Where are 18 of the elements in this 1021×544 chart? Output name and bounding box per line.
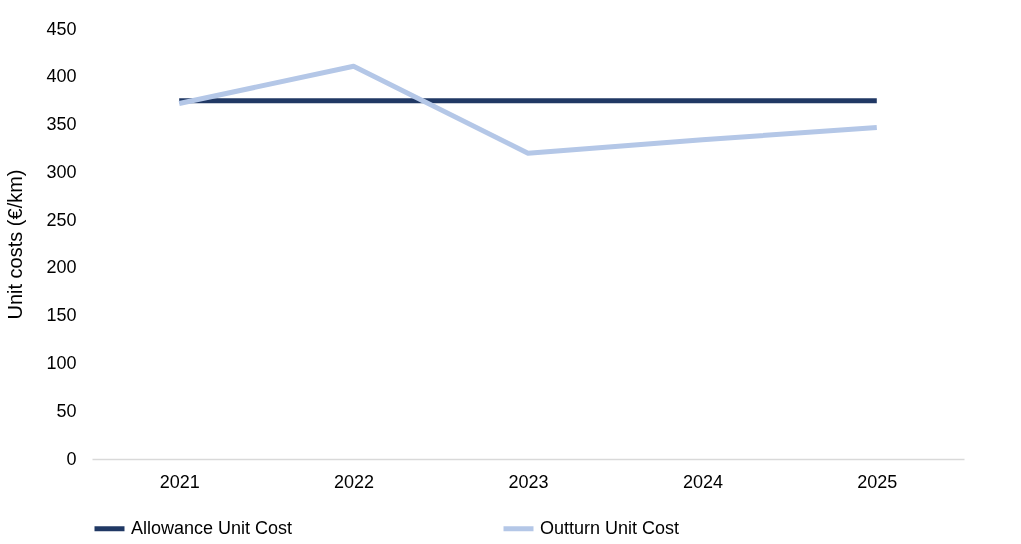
y-tick-label: 50 bbox=[56, 400, 77, 421]
x-tick-label: 2023 bbox=[508, 471, 549, 492]
legend-label: Outturn Unit Cost bbox=[540, 517, 680, 538]
y-axis-title: Unit costs (€/km) bbox=[4, 169, 27, 320]
y-tick-label: 300 bbox=[46, 161, 77, 182]
y-tick-label: 0 bbox=[66, 448, 77, 469]
y-tick-label: 400 bbox=[46, 66, 77, 87]
x-tick-label: 2025 bbox=[857, 471, 898, 492]
x-tick-label: 2021 bbox=[159, 471, 200, 492]
y-tick-label: 100 bbox=[46, 352, 77, 373]
legend-label: Allowance Unit Cost bbox=[131, 517, 293, 538]
y-tick-label: 200 bbox=[46, 257, 77, 278]
x-tick-label: 2024 bbox=[682, 471, 723, 492]
y-tick-label: 150 bbox=[46, 305, 77, 326]
y-tick-label: 450 bbox=[46, 18, 77, 39]
y-tick-label: 350 bbox=[46, 114, 77, 135]
y-tick-label: 250 bbox=[46, 209, 77, 230]
x-tick-label: 2022 bbox=[334, 471, 375, 492]
